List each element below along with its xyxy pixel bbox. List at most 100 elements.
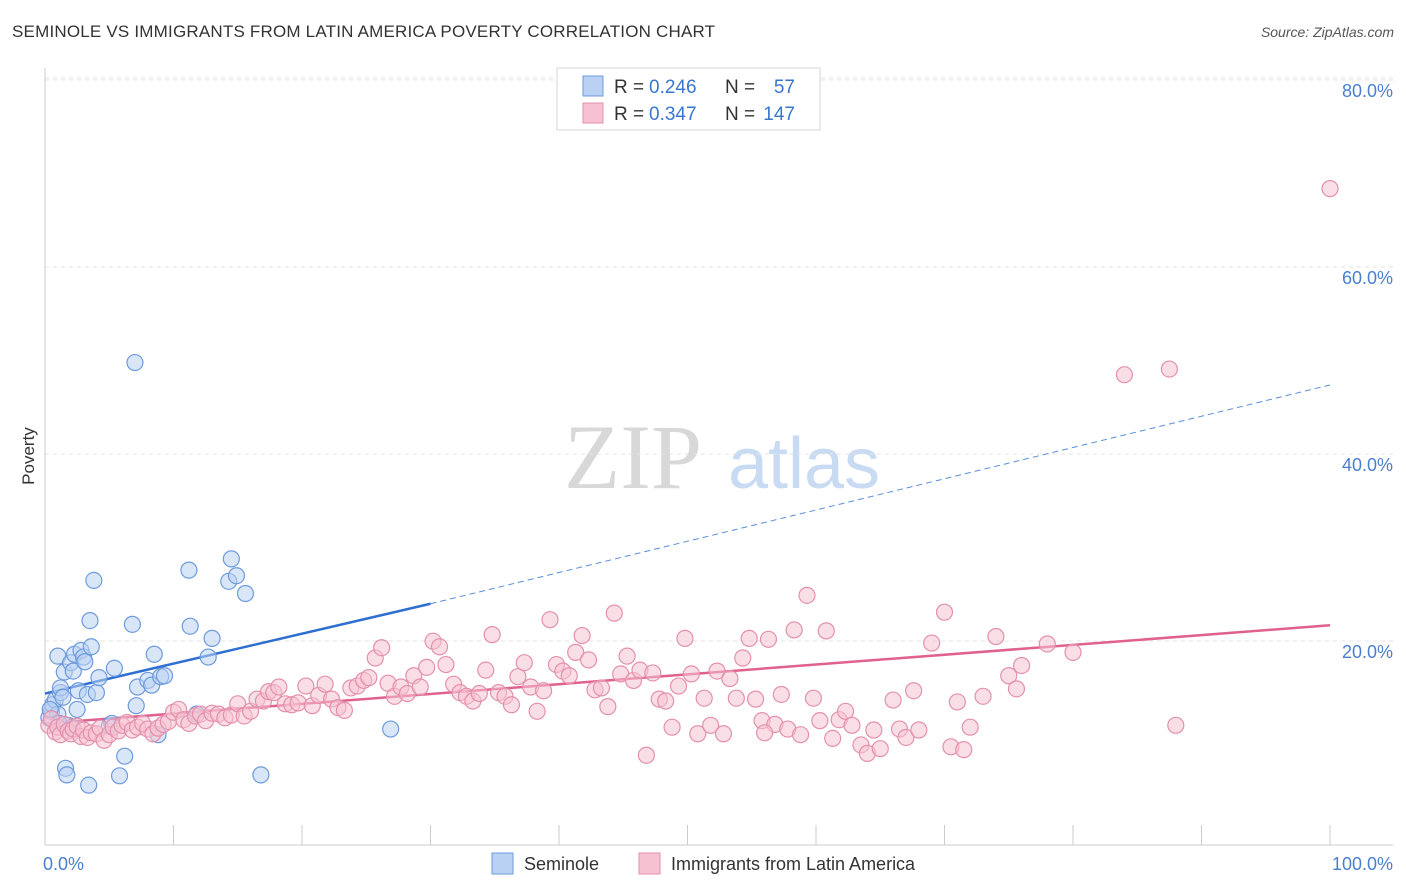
immigrants-point — [289, 694, 307, 712]
legend-swatch-pink — [582, 102, 604, 124]
immigrants-point — [974, 687, 992, 705]
immigrants-point — [644, 664, 662, 682]
immigrants-point — [335, 701, 354, 719]
immigrants-point — [437, 655, 455, 674]
gridlines — [45, 77, 1393, 642]
seminole-point — [180, 561, 198, 579]
seminole-point — [68, 700, 86, 719]
immigrants-point — [418, 658, 436, 676]
seminole-trend-extension — [430, 384, 1331, 605]
seminole-point — [87, 683, 106, 702]
immigrants-point — [592, 679, 611, 697]
y-tick-label: 20.0% — [1342, 642, 1393, 662]
x-tick-label-max: 100.0% — [1332, 854, 1393, 874]
immigrants-point — [1000, 667, 1018, 685]
immigrants-point — [599, 698, 617, 716]
seminole-point — [227, 567, 246, 585]
seminole-point — [155, 667, 174, 685]
immigrants-point — [865, 721, 883, 739]
y-tick-label: 40.0% — [1342, 455, 1393, 475]
immigrants-point — [791, 726, 810, 744]
legend-swatch-blue — [582, 75, 604, 97]
immigrants-point — [360, 669, 378, 687]
immigrants-point — [637, 746, 655, 764]
immigrants-point — [1167, 716, 1185, 734]
immigrants-point — [755, 724, 774, 742]
legend-n-label-2: N = — [725, 104, 755, 125]
legend-n-value-1: 57 — [774, 77, 795, 98]
immigrants-point — [702, 716, 720, 734]
immigrants-point — [905, 682, 923, 700]
seminole-point — [85, 571, 103, 589]
immigrants-point — [695, 689, 713, 707]
immigrants-point — [910, 721, 928, 739]
seminole-point — [126, 353, 144, 372]
immigrants-point — [483, 626, 501, 644]
immigrants-point — [1012, 656, 1031, 675]
immigrants-point — [727, 689, 745, 707]
legend-r-value-1: 0.246 — [649, 77, 697, 98]
legend-n-value-2: 147 — [763, 104, 795, 125]
immigrants-point — [843, 716, 861, 734]
immigrants-point — [534, 682, 553, 700]
bottom-legend-swatch-seminole — [491, 852, 514, 875]
legend-n-label-1: N = — [725, 77, 755, 98]
seminole-point — [123, 615, 141, 633]
seminole-point — [127, 697, 145, 715]
x-tick-label-min: 0.0% — [43, 854, 84, 874]
axes: 20.0% 40.0% 60.0% 80.0% 0.0% 100.0% — [43, 68, 1393, 874]
immigrants-point — [955, 741, 973, 759]
legend-r-label-1: R = — [614, 77, 644, 98]
seminole-point — [382, 720, 400, 738]
immigrants-point — [430, 638, 449, 656]
immigrants-point — [772, 685, 790, 704]
legend-r-label-2: R = — [614, 104, 644, 125]
immigrants-point — [470, 684, 488, 703]
seminole-point — [181, 617, 199, 635]
immigrants-point — [785, 621, 803, 639]
immigrants-point — [1321, 180, 1339, 198]
immigrants-point — [618, 647, 636, 665]
data-points — [40, 180, 1339, 794]
immigrants-point — [714, 725, 733, 743]
immigrants-point — [689, 725, 707, 743]
immigrants-point — [373, 639, 391, 657]
bottom-legend-seminole: Seminole — [524, 854, 599, 874]
immigrants-point — [579, 651, 598, 669]
watermark-atlas: atlas — [728, 424, 880, 504]
immigrants-point — [923, 634, 941, 652]
immigrants-point — [1038, 635, 1056, 653]
immigrants-point — [817, 622, 835, 640]
immigrants-point — [560, 667, 578, 685]
seminole-point — [110, 767, 129, 785]
immigrants-point — [836, 702, 855, 720]
immigrants-point — [884, 691, 902, 709]
immigrants-point — [477, 661, 495, 679]
source-label: Source: ZipAtlas.com — [1260, 24, 1394, 40]
bottom-legend: Seminole Immigrants from Latin America — [491, 852, 916, 875]
seminole-point — [236, 584, 255, 603]
legend-r-value-2: 0.347 — [649, 104, 697, 125]
immigrants-point — [682, 665, 700, 683]
immigrants-point — [935, 603, 954, 621]
immigrants-point — [824, 729, 842, 748]
immigrants-point — [1007, 680, 1026, 698]
immigrants-point — [708, 662, 726, 680]
immigrants-point — [509, 668, 527, 686]
seminole-point — [199, 648, 217, 666]
seminole-point — [116, 747, 134, 765]
immigrants-point — [669, 677, 688, 695]
immigrants-point — [297, 677, 315, 695]
immigrants-point — [270, 678, 288, 696]
seminole-trend-line — [44, 602, 431, 695]
bottom-legend-immigrants: Immigrants from Latin America — [671, 854, 916, 874]
seminole-point — [58, 766, 76, 784]
bottom-legend-swatch-immigrants — [638, 852, 661, 875]
seminole-point — [64, 662, 82, 680]
immigrants-point — [811, 712, 829, 730]
seminole-point — [203, 629, 221, 647]
immigrants-point — [747, 690, 765, 708]
seminole-point — [90, 669, 108, 687]
immigrants-point — [871, 740, 889, 758]
